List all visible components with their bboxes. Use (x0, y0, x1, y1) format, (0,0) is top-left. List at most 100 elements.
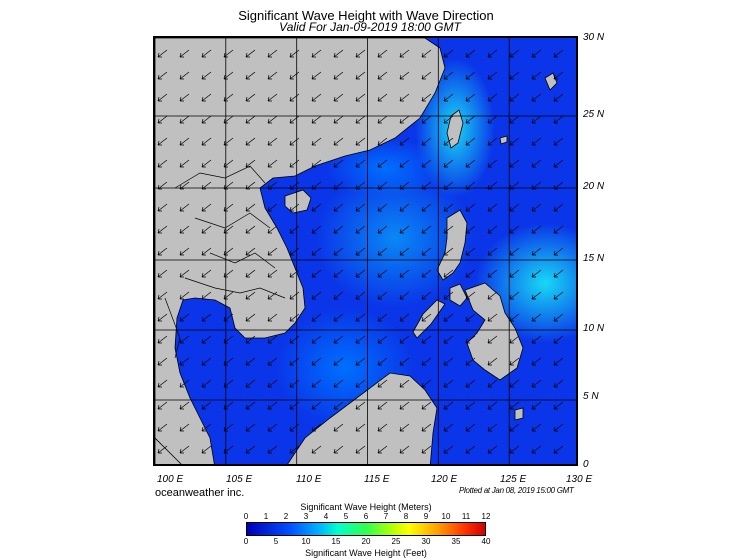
wave-arrow (311, 423, 322, 432)
wave-arrow (223, 313, 234, 322)
wave-arrow (531, 291, 542, 300)
wave-arrow (157, 203, 168, 212)
wave-arrow (201, 269, 212, 278)
wave-arrow (333, 423, 344, 432)
wave-arrow (465, 423, 476, 432)
wave-arrow (179, 291, 190, 300)
wave-arrow (465, 357, 476, 366)
wave-arrow (421, 291, 432, 300)
wave-arrow (355, 335, 366, 344)
meters-tick: 9 (423, 512, 429, 521)
wave-arrow (443, 445, 454, 454)
wave-arrow (201, 49, 212, 58)
lon-label-130e: 130 E (566, 474, 593, 485)
wave-arrow (245, 93, 256, 102)
wave-arrow (399, 247, 410, 256)
colorbar-feet-title: Significant Wave Height (Feet) (305, 548, 427, 558)
wave-arrow (399, 93, 410, 102)
wave-arrow (443, 247, 454, 256)
wave-arrow (355, 93, 366, 102)
wave-arrow (179, 203, 190, 212)
wave-arrow (157, 71, 168, 80)
wave-arrow (509, 203, 520, 212)
wave-arrow (421, 137, 432, 146)
wave-arrow (179, 335, 190, 344)
wave-arrow (289, 357, 300, 366)
wave-arrow (289, 225, 300, 234)
wave-arrow (421, 159, 432, 168)
wave-arrow (333, 159, 344, 168)
wave-arrow (245, 225, 256, 234)
wave-arrow (245, 71, 256, 80)
wave-arrow (355, 269, 366, 278)
wave-arrow (509, 49, 520, 58)
wave-arrow (245, 357, 256, 366)
wave-arrow (465, 445, 476, 454)
wave-arrow (311, 225, 322, 234)
wave-arrow (289, 93, 300, 102)
wave-arrow (289, 291, 300, 300)
wave-arrow (377, 357, 388, 366)
wave-arrow (267, 137, 278, 146)
wave-arrow (201, 159, 212, 168)
wave-arrow (355, 423, 366, 432)
wave-arrow (509, 269, 520, 278)
wave-arrow (421, 357, 432, 366)
wave-arrow (421, 379, 432, 388)
wave-arrow (355, 401, 366, 410)
wave-arrow (157, 401, 168, 410)
wave-arrow (509, 335, 520, 344)
wave-arrow (531, 159, 542, 168)
wave-arrow (465, 115, 476, 124)
wave-arrow (465, 137, 476, 146)
wave-arrow (487, 445, 498, 454)
wave-arrow (421, 247, 432, 256)
wave-arrow (553, 357, 564, 366)
wave-arrow (531, 225, 542, 234)
visayas (449, 283, 468, 307)
luzon (436, 209, 468, 281)
wave-arrow (487, 423, 498, 432)
wave-arrow (421, 401, 432, 410)
meters-tick: 12 (481, 512, 491, 521)
wave-arrow (377, 137, 388, 146)
wave-arrow (487, 247, 498, 256)
wave-arrow (531, 49, 542, 58)
asia-mainland (155, 38, 446, 464)
plotted-time: Plotted at Jan 08, 2019 15:00 GMT (459, 486, 574, 495)
wave-arrow (531, 313, 542, 322)
meters-tick: 3 (303, 512, 309, 521)
wave-arrow (157, 49, 168, 58)
wave-arrow (179, 225, 190, 234)
wave-arrow (201, 423, 212, 432)
wave-arrow (399, 335, 410, 344)
meters-tick: 7 (383, 512, 389, 521)
wave-arrow (201, 137, 212, 146)
mindanao (464, 282, 524, 381)
wave-arrow (509, 137, 520, 146)
wave-arrow (443, 423, 454, 432)
wave-arrow (333, 93, 344, 102)
wave-arrow (399, 203, 410, 212)
wave-arrow (421, 269, 432, 278)
wave-arrow (553, 225, 564, 234)
wave-arrow (179, 269, 190, 278)
wave-arrow (553, 335, 564, 344)
lat-label-0: 0 (583, 459, 589, 470)
wave-arrow (289, 49, 300, 58)
wave-arrow (443, 137, 454, 146)
wave-arrow (157, 225, 168, 234)
wave-arrow (179, 49, 190, 58)
wave-arrow (179, 313, 190, 322)
brand-name: oceanweather inc. (155, 487, 245, 499)
feet-tick: 0 (243, 537, 249, 546)
meters-tick: 6 (363, 512, 369, 521)
sumatra (155, 437, 182, 464)
wave-arrow (421, 203, 432, 212)
wave-arrow (421, 225, 432, 234)
wave-arrow (267, 71, 278, 80)
wave-arrow (267, 401, 278, 410)
wave-arrow (289, 159, 300, 168)
wave-arrow (333, 357, 344, 366)
wave-arrow (157, 115, 168, 124)
